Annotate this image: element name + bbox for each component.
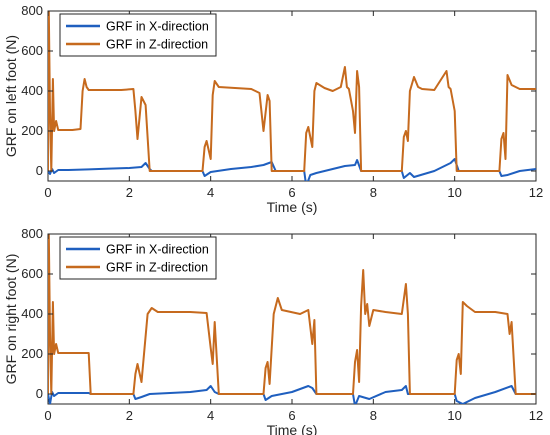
y-axis-label: GRF on right foot (N)	[3, 254, 19, 385]
y-tick-label: 0	[36, 386, 43, 401]
chart-panel-2: 0 2 4 6 8 10 12 0 200 400 600 800 Time (s) GRF on rig…	[3, 226, 543, 435]
y-tick-label: 0	[36, 163, 43, 178]
y-tick-label: 400	[21, 83, 43, 98]
chart-panel-1: 0 2 4 6 8 10 12 0 200 400 600 800 Time (s) GRF on lef…	[3, 3, 543, 215]
x-tick-label: 10	[447, 185, 461, 200]
x-tick-label: 0	[44, 408, 51, 423]
legend-label: GRF in Z-direction	[106, 261, 208, 275]
x-axis-label: Time (s)	[267, 199, 318, 215]
x-tick-label: 4	[207, 185, 214, 200]
legend: GRF in X-direction GRF in Z-direction	[59, 236, 217, 280]
legend-label: GRF in X-direction	[106, 20, 209, 34]
series-line-z	[48, 234, 536, 395]
y-tick-label: 200	[21, 346, 43, 361]
x-tick-label: 12	[529, 185, 543, 200]
y-tick-label: 600	[21, 43, 43, 58]
legend-box	[59, 13, 217, 57]
y-tick-label: 600	[21, 266, 43, 281]
legend: GRF in X-direction GRF in Z-direction	[59, 13, 217, 57]
x-tick-label: 2	[126, 408, 133, 423]
x-tick-label: 4	[207, 408, 214, 423]
y-tick-label: 800	[21, 3, 43, 18]
x-tick-label: 8	[370, 185, 377, 200]
y-tick-label: 400	[21, 306, 43, 321]
y-tick-label: 200	[21, 123, 43, 138]
x-tick-label: 12	[529, 408, 543, 423]
x-tick-label: 8	[370, 408, 377, 423]
legend-label: GRF in X-direction	[106, 243, 209, 257]
x-tick-label: 2	[126, 185, 133, 200]
x-tick-label: 6	[288, 185, 295, 200]
legend-box	[59, 236, 217, 280]
x-tick-label: 6	[288, 408, 295, 423]
y-tick-label: 800	[21, 226, 43, 241]
legend-label: GRF in Z-direction	[106, 38, 208, 52]
x-tick-label: 10	[447, 408, 461, 423]
y-axis-label: GRF on left foot (N)	[3, 35, 19, 157]
series-line-z	[48, 11, 536, 172]
x-tick-label: 0	[44, 185, 51, 200]
x-axis-label: Time (s)	[267, 422, 318, 435]
